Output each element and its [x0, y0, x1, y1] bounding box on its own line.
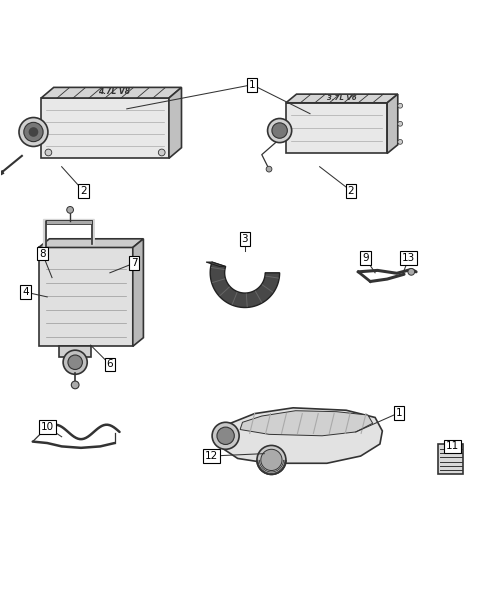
Text: 9: 9	[362, 253, 368, 263]
Polygon shape	[46, 220, 91, 224]
Circle shape	[266, 166, 272, 172]
Text: 1: 1	[248, 80, 255, 90]
Polygon shape	[218, 408, 381, 464]
Circle shape	[397, 140, 402, 144]
Text: 13: 13	[401, 253, 415, 263]
Polygon shape	[44, 220, 94, 247]
Polygon shape	[39, 247, 133, 346]
Text: 8: 8	[39, 249, 45, 259]
Text: 10: 10	[41, 422, 54, 432]
Text: 4: 4	[22, 287, 29, 297]
Text: 4.7L V8: 4.7L V8	[98, 87, 130, 96]
Polygon shape	[206, 262, 225, 267]
Polygon shape	[133, 239, 143, 346]
Circle shape	[68, 355, 82, 369]
Circle shape	[272, 123, 287, 138]
Polygon shape	[210, 262, 279, 307]
Polygon shape	[240, 411, 372, 436]
Circle shape	[67, 207, 74, 213]
Circle shape	[257, 445, 285, 474]
Circle shape	[24, 123, 43, 141]
Circle shape	[260, 449, 282, 471]
Polygon shape	[285, 94, 397, 103]
Circle shape	[158, 149, 165, 156]
Circle shape	[216, 427, 234, 445]
Circle shape	[45, 149, 52, 156]
Polygon shape	[41, 98, 168, 158]
Text: 11: 11	[445, 441, 458, 451]
Circle shape	[71, 381, 79, 389]
Circle shape	[63, 350, 87, 374]
Circle shape	[397, 103, 402, 108]
Circle shape	[29, 127, 38, 137]
Polygon shape	[438, 445, 462, 474]
Polygon shape	[386, 94, 397, 154]
Polygon shape	[168, 87, 181, 158]
Polygon shape	[59, 346, 91, 358]
Circle shape	[397, 121, 402, 126]
Polygon shape	[39, 239, 143, 247]
Text: 3.7L V6: 3.7L V6	[326, 94, 356, 101]
Circle shape	[407, 269, 414, 275]
Polygon shape	[41, 87, 181, 98]
Circle shape	[19, 118, 48, 147]
Text: 12: 12	[204, 451, 217, 461]
Polygon shape	[285, 103, 386, 154]
Circle shape	[267, 118, 291, 143]
Circle shape	[212, 422, 239, 449]
Text: 6: 6	[106, 359, 113, 369]
Text: 2: 2	[347, 186, 354, 196]
Text: 7: 7	[130, 258, 137, 268]
Text: 3: 3	[241, 234, 248, 244]
Text: 2: 2	[80, 186, 87, 196]
Text: 1: 1	[395, 408, 402, 418]
